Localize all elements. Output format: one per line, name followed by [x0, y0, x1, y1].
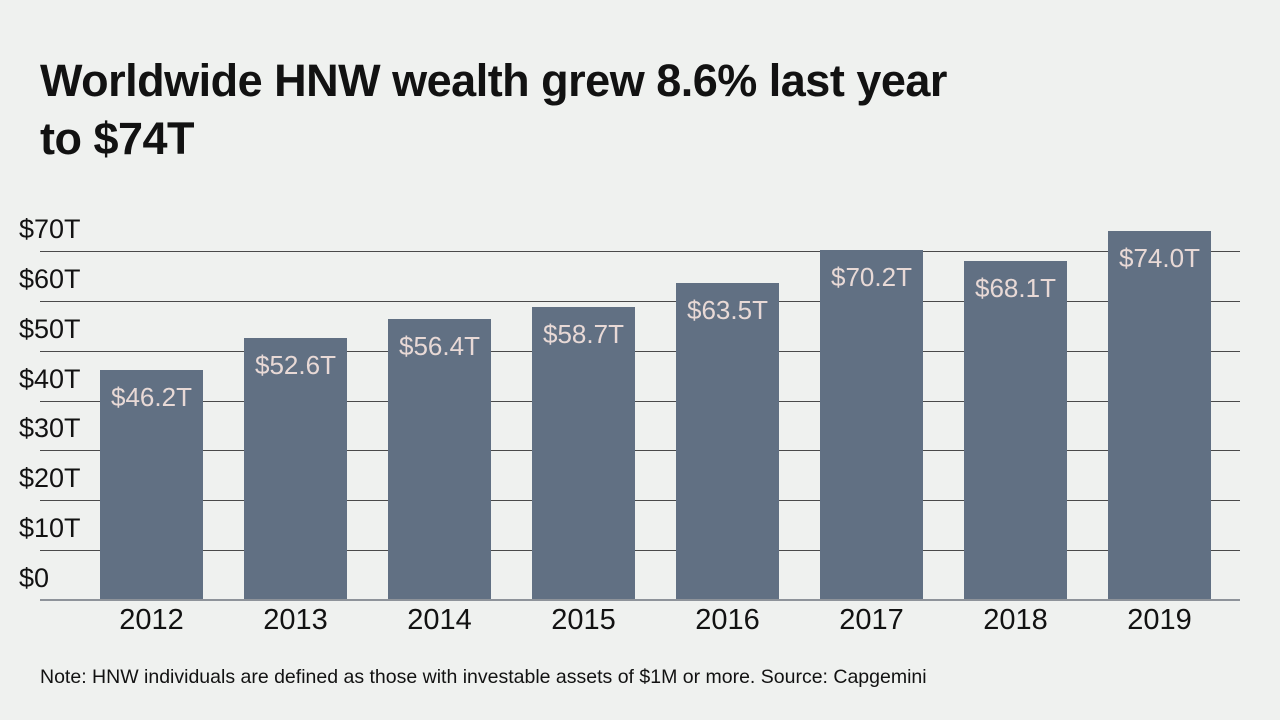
bar-2012: $46.2T — [100, 369, 203, 599]
y-axis-tick-label: $10T — [19, 513, 81, 544]
x-axis-label-2015: 2015 — [551, 604, 616, 636]
bar-value-label-2019: $74.0T — [1119, 243, 1200, 274]
y-axis-tick-label: $0 — [19, 563, 50, 593]
x-axis-label-2014: 2014 — [407, 604, 472, 636]
bar-2018: $68.1T — [964, 260, 1067, 599]
x-axis-label-2013: 2013 — [263, 604, 328, 636]
bar-value-label-2015: $58.7T — [543, 319, 624, 350]
bar-2013: $52.6T — [244, 337, 347, 599]
x-axis-baseline — [40, 599, 1240, 601]
gridline-50T — [40, 350, 1240, 352]
gridline-20T — [40, 500, 1240, 502]
y-axis-tick-label: $60T — [19, 263, 81, 294]
bar-value-label-2017: $70.2T — [831, 262, 912, 293]
bar-value-label-2013: $52.6T — [255, 349, 336, 380]
bar-value-label-2014: $56.4T — [399, 330, 480, 361]
chart-title-line1: Worldwide HNW wealth grew 8.6% last year — [40, 55, 947, 106]
chart-title-line2: to $74T — [40, 113, 195, 164]
x-axis-label-2019: 2019 — [1127, 604, 1192, 636]
gridline-10T — [40, 550, 1240, 552]
gridline-60T — [40, 300, 1240, 302]
bar-2017: $70.2T — [820, 250, 923, 599]
bar-value-label-2018: $68.1T — [975, 272, 1056, 303]
y-axis-tick-label: $70T — [19, 214, 81, 245]
y-axis-tick-label: $20T — [19, 463, 81, 494]
y-axis-tick-label: $40T — [19, 363, 81, 394]
bar-2016: $63.5T — [676, 283, 779, 599]
y-axis-tick-label: $50T — [19, 313, 81, 344]
bar-2015: $58.7T — [532, 307, 635, 599]
bar-value-label-2016: $63.5T — [687, 295, 768, 326]
bar-value-label-2012: $46.2T — [111, 381, 192, 412]
x-axis-label-2018: 2018 — [983, 604, 1048, 636]
x-axis-label-2016: 2016 — [695, 604, 760, 636]
chart-title: Worldwide HNW wealth grew 8.6% last year… — [40, 52, 947, 168]
bar-2019: $74.0T — [1108, 231, 1211, 599]
gridline-70T — [40, 251, 1240, 253]
gridline-30T — [40, 450, 1240, 452]
x-axis-label-2017: 2017 — [839, 604, 904, 636]
x-axis-label-2012: 2012 — [119, 604, 184, 636]
y-axis-tick-label: $30T — [19, 413, 81, 444]
gridline-40T — [40, 400, 1240, 402]
footnote-text: Note: HNW individuals are defined as tho… — [40, 666, 927, 688]
bar-2014: $56.4T — [388, 318, 491, 599]
